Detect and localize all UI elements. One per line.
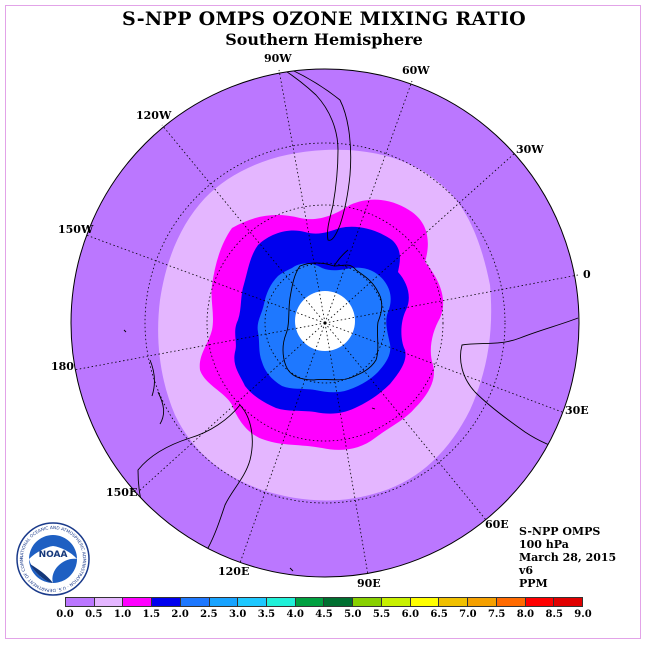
- color-scale-tick-label: 6.0: [401, 609, 420, 620]
- color-scale-tick-label: 4.5: [315, 609, 333, 620]
- coastline-antarctica: [282, 262, 383, 381]
- color-scale-tick-label: 0.0: [56, 609, 74, 620]
- color-scale-segment: [238, 598, 268, 606]
- color-scale-tick-label: 3.0: [228, 609, 247, 620]
- color-scale-tick-label: 2.5: [200, 609, 218, 620]
- plot-frame: [5, 5, 641, 639]
- color-scale-tick-label: 3.5: [257, 609, 276, 620]
- info-level: 100 hPa: [519, 538, 569, 551]
- lon-label-60e: 60E: [485, 518, 509, 531]
- south-pole-marker: [323, 321, 327, 325]
- lon-label-180: 180: [51, 360, 74, 373]
- meridian-150w: [85, 234, 326, 324]
- noaa-logo: NATIONAL OCEANIC AND ATMOSPHERIC ADMINIS…: [16, 522, 90, 596]
- info-block: S-NPP OMPS 100 hPa March 28, 2015 v6 PPM: [519, 525, 616, 590]
- meridian-90w: [278, 69, 326, 324]
- color-scale-ticks: 0.0 0.5 1.0 1.5 2.0 2.5 3.0 3.5 4.0 4.5 5.0 5.5 6.0 6…: [0, 609, 648, 623]
- lon-label-0: 0: [583, 268, 591, 281]
- color-scale-tick-label: 7.0: [459, 609, 477, 620]
- lon-label-30w: 30W: [516, 143, 544, 156]
- lon-label-90e: 90E: [357, 577, 381, 590]
- color-scale-segment: [94, 598, 124, 606]
- color-scale-segment: [180, 598, 210, 606]
- coastline-south-america: [267, 69, 352, 241]
- color-scale-tick-label: 4.0: [286, 609, 304, 620]
- lon-label-90w: 90W: [264, 52, 292, 65]
- color-scale-segment: [353, 598, 382, 606]
- color-scale-tick-label: 1.0: [113, 609, 132, 620]
- map-boundary: [70, 68, 580, 578]
- color-scale-segment: [209, 598, 239, 606]
- meridian-90e: [324, 322, 369, 576]
- color-scale-tick-label: 8.5: [545, 609, 563, 620]
- color-scale-tick-label: 0.5: [85, 609, 103, 620]
- meridian-0: [324, 274, 579, 324]
- info-units: PPM: [519, 577, 548, 590]
- info-instrument: S-NPP OMPS: [519, 525, 601, 538]
- color-scale-segment: [525, 598, 555, 606]
- color-scale-segment: [152, 598, 181, 606]
- lon-label-60w: 60W: [402, 64, 430, 77]
- color-scale-segment: [439, 598, 469, 606]
- meridian-120e: [239, 322, 326, 564]
- map-title: S-NPP OMPS OZONE MIXING RATIO: [121, 8, 527, 30]
- color-scale-segment: [554, 598, 582, 606]
- info-version: v6: [519, 564, 534, 577]
- color-scale-tick-label: 1.5: [142, 609, 161, 620]
- lon-label-150w: 150W: [58, 223, 94, 236]
- color-scale-segment: [324, 598, 354, 606]
- color-scale-segment: [295, 598, 325, 606]
- color-scale-segment: [123, 598, 153, 606]
- meridian-60w: [324, 80, 413, 324]
- lon-label-150e: 150E: [106, 486, 138, 499]
- color-scale-tick-label: 6.5: [430, 609, 448, 620]
- lon-label-30e: 30E: [565, 404, 589, 417]
- meridian-120w: [161, 124, 326, 324]
- logo-wave-icon: [30, 564, 53, 583]
- color-scale-segment: [468, 598, 497, 606]
- color-scale-segment: [381, 598, 411, 606]
- lon-label-120w: 120W: [136, 109, 172, 122]
- color-scale-tick-label: 5.0: [344, 609, 362, 620]
- coastline-small-islands: [123, 329, 376, 577]
- coastline-new-zealand: [149, 359, 165, 425]
- lon-label-120e: 120E: [218, 565, 250, 578]
- meridian-180: [73, 322, 326, 371]
- map-subtitle: Southern Hemisphere: [225, 30, 423, 49]
- color-scale-bar: [65, 597, 583, 607]
- coastline-antarctic-peninsula: [333, 249, 349, 267]
- coastline-africa: [460, 317, 579, 453]
- color-scale-tick-label: 8.0: [516, 609, 535, 620]
- latitude-circle-80s: [264, 262, 386, 384]
- logo-wordmark: NOAA: [39, 550, 68, 560]
- info-date: March 28, 2015: [519, 551, 617, 564]
- graticule: [73, 69, 579, 576]
- color-scale-tick-label: 9.0: [574, 609, 592, 620]
- color-scale-segment: [410, 598, 440, 606]
- color-scale-segment: [267, 598, 296, 606]
- color-scale-tick-label: 5.5: [372, 609, 391, 620]
- meridian-60e: [324, 322, 487, 521]
- latitude-circle-40s: [144, 142, 506, 504]
- color-scale-segment: [66, 598, 95, 606]
- color-scale-tick-label: 7.5: [487, 609, 506, 620]
- meridian-30w: [324, 152, 516, 324]
- color-scale-segment: [496, 598, 526, 606]
- color-scale-tick-label: 2.0: [171, 609, 189, 620]
- polar-data-gap: [295, 291, 355, 351]
- latitude-circle-60s: [206, 204, 444, 442]
